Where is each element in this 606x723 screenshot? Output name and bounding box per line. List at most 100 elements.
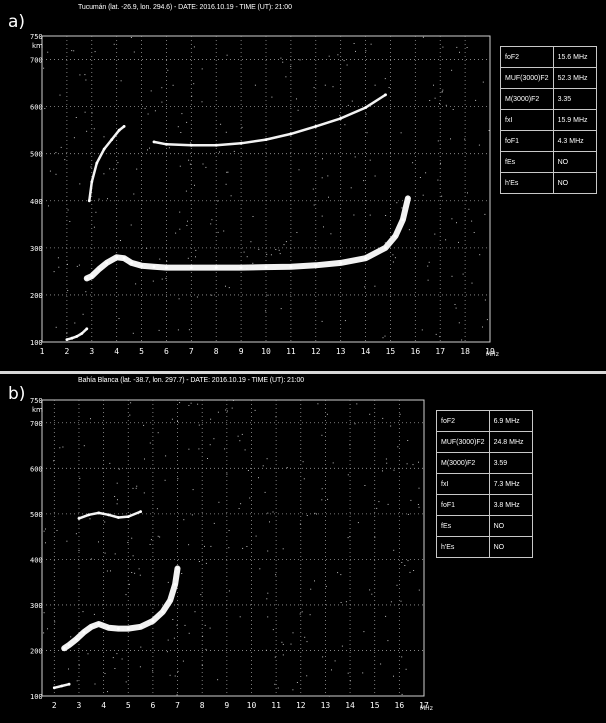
noise-point [422, 194, 424, 196]
data-point [75, 335, 79, 338]
noise-point [250, 241, 252, 243]
data-point [122, 256, 126, 260]
noise-point [380, 663, 382, 665]
data-point [77, 517, 81, 520]
noise-point [238, 508, 240, 509]
noise-point [340, 574, 342, 576]
noise-point [107, 691, 108, 693]
noise-point [210, 223, 212, 225]
noise-point [384, 335, 386, 337]
parameter-name: MUF(3000)F2 [500, 67, 554, 89]
y-axis-label: km [32, 406, 43, 414]
noise-point [84, 74, 86, 76]
noise-point [181, 573, 183, 574]
noise-point [200, 594, 202, 596]
noise-point [113, 168, 115, 170]
noise-point [247, 470, 249, 471]
noise-point [93, 613, 95, 615]
data-point [90, 180, 94, 184]
parameter-value: NO [552, 151, 597, 173]
noise-point [243, 251, 245, 253]
noise-point [387, 640, 389, 642]
parameter-name: foF2 [436, 410, 490, 432]
noise-point [314, 580, 315, 582]
noise-point [90, 166, 92, 168]
noise-point [252, 216, 254, 217]
noise-point [198, 448, 200, 450]
noise-point [58, 266, 60, 268]
noise-point [166, 651, 168, 653]
noise-point [363, 180, 365, 182]
noise-point [211, 219, 213, 221]
parameter-value: NO [552, 172, 597, 194]
parameter-row: fxI 15.9 MHz [500, 109, 597, 131]
noise-point [159, 258, 161, 260]
x-tick-label: 3 [77, 701, 82, 710]
noise-point [369, 589, 371, 591]
noise-point [462, 273, 464, 275]
noise-point [47, 628, 48, 630]
noise-point [255, 535, 257, 537]
noise-point [112, 657, 114, 659]
noise-point [228, 530, 230, 531]
data-point [67, 682, 71, 686]
data-point [239, 141, 243, 145]
noise-point [82, 611, 84, 613]
noise-point [106, 570, 108, 572]
noise-point [340, 602, 342, 603]
noise-point [482, 326, 483, 328]
noise-point [175, 232, 177, 234]
noise-point [211, 294, 213, 296]
y-tick-label: 500 [30, 511, 43, 519]
noise-point [116, 503, 118, 505]
data-point [189, 143, 193, 147]
noise-point [399, 413, 401, 415]
noise-point [130, 402, 132, 404]
noise-point [313, 87, 315, 89]
noise-point [479, 254, 481, 256]
noise-point [409, 571, 411, 573]
noise-point [232, 400, 234, 401]
noise-point [59, 94, 61, 96]
data-point [214, 266, 218, 269]
noise-point [304, 636, 306, 638]
noise-point [354, 156, 356, 158]
data-point [126, 627, 130, 630]
noise-point [296, 682, 298, 683]
noise-point [369, 159, 371, 161]
noise-point [405, 668, 407, 670]
noise-point [168, 147, 170, 149]
noise-point [397, 446, 399, 448]
noise-point [321, 215, 323, 217]
noise-point [177, 421, 178, 422]
x-tick-label: 11 [271, 701, 281, 710]
noise-point [152, 280, 154, 282]
y-tick-label: 200 [30, 292, 43, 300]
noise-point [280, 57, 282, 59]
noise-point [407, 560, 409, 562]
noise-point [179, 228, 181, 230]
noise-point [303, 478, 305, 480]
parameter-row: fEs NO [500, 151, 597, 173]
y-tick-label: 300 [30, 602, 43, 610]
x-tick-label: 8 [200, 701, 205, 710]
noise-point [412, 162, 414, 164]
noise-point [306, 515, 308, 516]
noise-point [441, 195, 443, 197]
noise-point [401, 656, 403, 658]
noise-point [269, 521, 270, 523]
noise-point [47, 51, 49, 53]
noise-point [210, 545, 212, 547]
noise-point [150, 539, 152, 541]
data-point [107, 626, 110, 630]
y-tick-label: 300 [30, 245, 43, 253]
parameter-row: foF2 15.6 MHz [500, 46, 597, 68]
parameter-row: foF2 6.9 MHz [436, 410, 533, 432]
noise-point [113, 43, 115, 45]
y-tick-label: 750 [30, 397, 43, 405]
noise-point [171, 418, 173, 420]
data-point [289, 265, 293, 269]
data-point [401, 218, 405, 222]
noise-point [177, 126, 179, 128]
noise-point [66, 540, 68, 542]
